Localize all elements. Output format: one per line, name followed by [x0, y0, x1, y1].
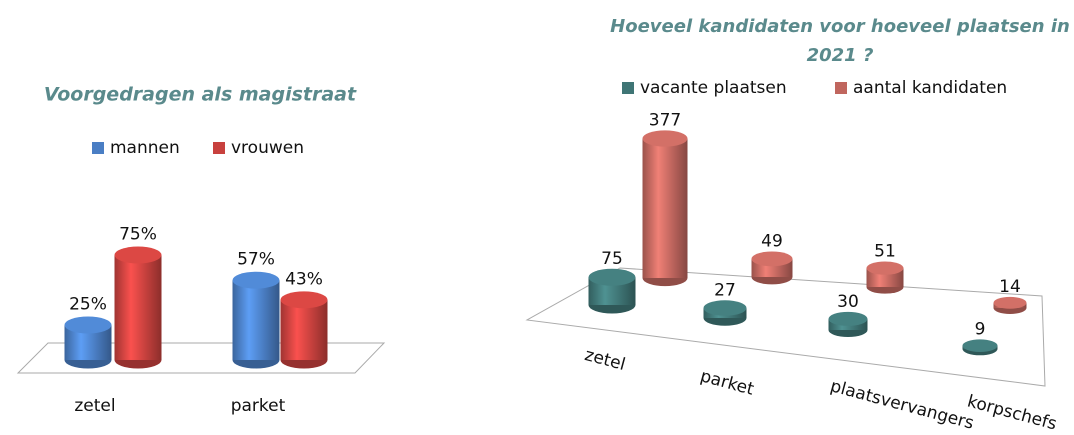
bar-top: [642, 130, 688, 147]
bar-top: [828, 311, 868, 326]
value-label: 27: [714, 280, 736, 300]
bar-top: [232, 271, 280, 289]
x-tick-label: zetel: [582, 345, 627, 375]
bar: [588, 268, 636, 314]
bar-top: [703, 300, 747, 316]
bar-body: [280, 299, 328, 360]
value-label: 25%: [69, 295, 107, 315]
bar-body: [114, 255, 162, 360]
legend-swatch: [835, 82, 847, 94]
x-tick-label: korpschefs: [965, 391, 1059, 434]
value-label: 14: [999, 277, 1021, 297]
value-label: 377: [649, 110, 681, 130]
bar-top: [993, 296, 1027, 309]
value-label: 75: [601, 249, 623, 269]
bar: [993, 296, 1027, 314]
bar: [64, 316, 112, 369]
legend-swatch: [213, 142, 225, 154]
chart-title: Hoeveel kandidaten voor hoeveel plaatsen…: [610, 16, 1070, 66]
value-label: 49: [761, 231, 783, 251]
legend-label: vrouwen: [231, 138, 304, 158]
legend-swatch: [92, 142, 104, 154]
value-label: 9: [975, 319, 986, 339]
value-label: 43%: [285, 269, 323, 289]
chart-title: Voorgedragen als magistraat: [44, 84, 357, 106]
x-tick-label: parket: [231, 396, 286, 416]
bar-top: [280, 291, 328, 309]
bar: [828, 311, 868, 338]
bar-top: [962, 339, 998, 352]
value-label: 57%: [237, 250, 275, 270]
bar-top: [866, 261, 904, 275]
bar-body: [642, 138, 688, 278]
x-tick-label: plaatsvervangers: [828, 376, 976, 434]
bar: [280, 291, 328, 369]
x-tick-label: parket: [698, 366, 756, 400]
bar: [232, 271, 280, 369]
x-tick-label: zetel: [74, 396, 115, 416]
bar-top: [751, 251, 793, 267]
bar: [703, 300, 747, 326]
bar-top: [588, 268, 636, 286]
bar: [642, 130, 688, 287]
value-label: 30: [837, 292, 859, 312]
legend-swatch: [622, 82, 634, 94]
bar-top: [64, 316, 112, 334]
bar: [751, 251, 793, 285]
bar: [866, 261, 904, 294]
bar: [114, 246, 162, 369]
bar-top: [114, 246, 162, 264]
value-label: 51: [874, 241, 896, 261]
legend-label: mannen: [110, 138, 180, 158]
bar: [962, 339, 998, 356]
legend-label: vacante plaatsen: [640, 78, 787, 98]
value-label: 75%: [119, 225, 157, 245]
bar-body: [232, 280, 280, 360]
legend-label: aantal kandidaten: [853, 78, 1007, 98]
